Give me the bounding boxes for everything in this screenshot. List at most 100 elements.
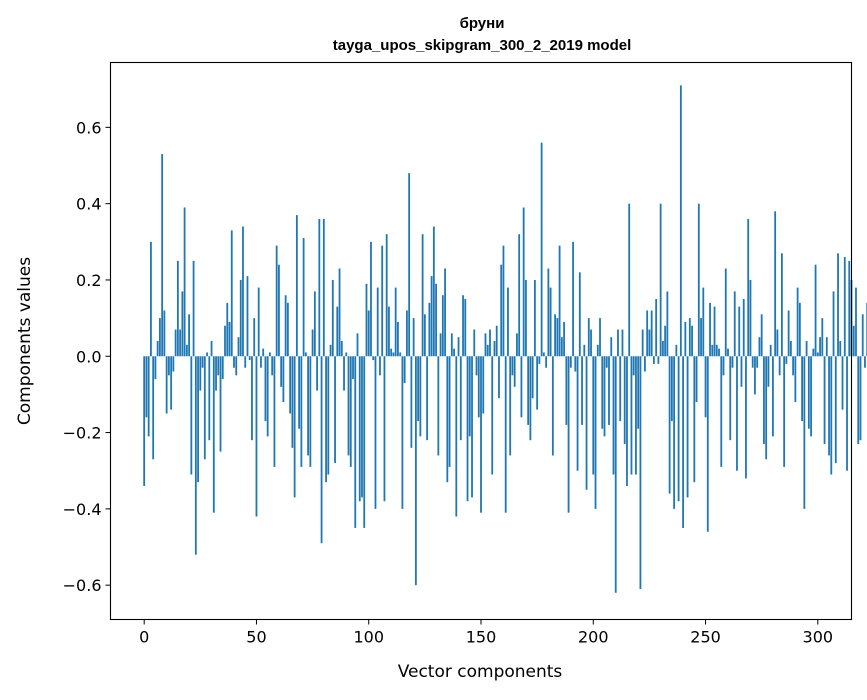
bar-56: [269, 352, 271, 357]
bar-125: [423, 314, 426, 357]
bar-136: [448, 356, 451, 467]
bar-57: [271, 356, 274, 376]
bar-165: [513, 356, 516, 387]
bar-52: [260, 356, 262, 368]
bar-164: [511, 356, 514, 376]
bar-11: [167, 356, 170, 376]
bar-49: [253, 318, 256, 357]
bar-140: [457, 337, 460, 357]
bar-126: [426, 356, 429, 441]
bar-167: [518, 234, 521, 357]
bar-73: [307, 356, 309, 456]
bar-219: [635, 356, 637, 475]
bar-36: [224, 325, 226, 357]
bar-241: [684, 321, 687, 357]
bar-200: [592, 356, 595, 475]
bar-9: [163, 310, 166, 357]
x-tick-label: 100: [353, 628, 384, 647]
bar-319: [859, 356, 862, 441]
bar-96: [358, 356, 361, 502]
bar-276: [763, 356, 765, 445]
bar-151: [482, 356, 485, 414]
bar-194: [578, 272, 581, 357]
bar-157: [495, 325, 498, 357]
bar-204: [601, 356, 604, 429]
bar-257: [720, 356, 723, 467]
bar-183: [554, 314, 556, 357]
bar-251: [706, 356, 709, 532]
bar-21: [190, 356, 193, 475]
bar-265: [738, 306, 741, 357]
bar-156: [493, 341, 496, 357]
bar-7: [159, 318, 161, 357]
bar-270: [749, 279, 752, 357]
bar-102: [372, 356, 375, 361]
bar-212: [619, 356, 622, 422]
bar-284: [780, 253, 783, 357]
bar-225: [648, 329, 651, 357]
bar-288: [789, 341, 792, 357]
bar-264: [736, 356, 738, 471]
bar-190: [569, 356, 572, 368]
bar-115: [401, 356, 404, 509]
bars-layer: [143, 85, 867, 593]
bar-259: [724, 268, 727, 357]
bar-221: [639, 356, 642, 589]
bar-191: [572, 241, 574, 357]
bar-304: [825, 337, 828, 357]
bar-278: [767, 356, 770, 387]
bar-66: [291, 356, 294, 448]
bar-40: [233, 356, 235, 368]
bar-290: [794, 356, 797, 403]
bar-158: [498, 356, 500, 399]
bar-247: [697, 203, 700, 357]
bar-159: [500, 264, 503, 357]
bar-313: [846, 356, 848, 471]
bar-208: [610, 337, 613, 357]
bar-134: [444, 268, 446, 357]
bar-302: [821, 318, 824, 357]
bar-215: [626, 356, 628, 486]
bar-83: [329, 344, 332, 357]
bar-121: [414, 356, 417, 586]
bar-116: [403, 356, 406, 383]
bar-260: [727, 348, 729, 357]
bar-25: [199, 356, 202, 391]
bar-1: [145, 356, 148, 418]
bar-177: [540, 142, 543, 357]
bar-67: [293, 356, 296, 498]
bar-149: [477, 356, 480, 418]
bar-97: [361, 356, 363, 498]
bar-255: [715, 344, 718, 357]
bar-91: [347, 356, 350, 456]
bar-188: [565, 356, 568, 425]
bar-105: [379, 356, 381, 376]
bar-152: [484, 333, 487, 357]
bar-123: [419, 356, 422, 437]
bar-38: [228, 321, 231, 357]
bar-166: [516, 333, 518, 357]
bar-199: [590, 329, 592, 357]
bar-173: [531, 356, 534, 399]
bar-218: [632, 356, 635, 376]
bar-113: [397, 321, 399, 357]
bar-144: [466, 356, 469, 502]
bar-161: [504, 356, 507, 513]
bar-253: [711, 344, 714, 357]
bar-274: [758, 337, 761, 357]
bar-64: [286, 302, 289, 357]
bar-15: [176, 260, 179, 357]
bar-12: [170, 356, 173, 410]
bar-224: [646, 310, 649, 357]
bar-95: [356, 333, 359, 357]
bar-81: [325, 356, 327, 483]
bar-261: [729, 356, 732, 441]
bar-99: [365, 283, 368, 357]
bar-305: [828, 356, 830, 456]
bar-289: [792, 356, 795, 376]
bar-131: [437, 356, 440, 456]
bar-311: [841, 356, 844, 410]
bar-197: [585, 356, 588, 490]
bar-263: [733, 291, 736, 357]
bar-258: [722, 356, 725, 376]
